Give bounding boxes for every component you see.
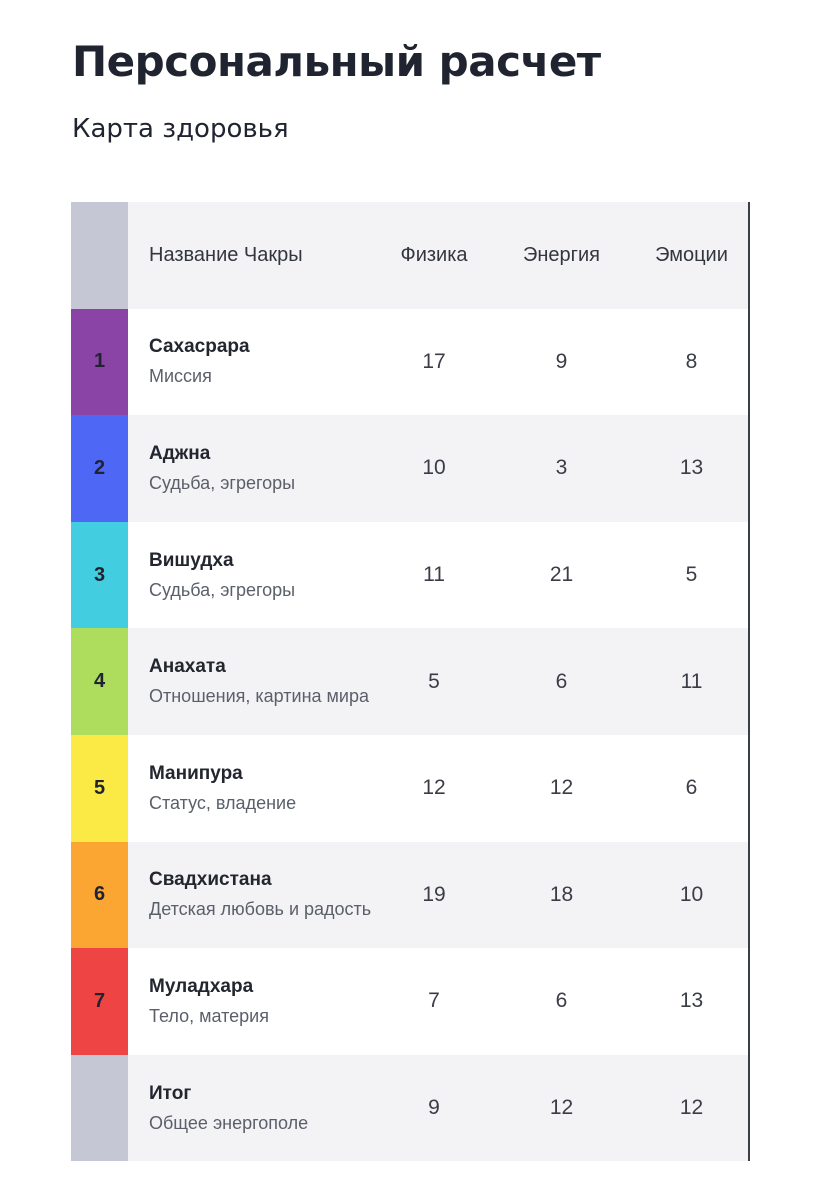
energy-value: 18 [549, 882, 574, 906]
chakra-name: Муладхара [149, 975, 254, 997]
energy-value: 6 [555, 669, 568, 693]
chakra-number-strip: 7 [71, 948, 128, 1055]
chakra-number-strip: 2 [71, 415, 128, 522]
chakra-name: Сахасрара [149, 336, 250, 358]
emotions-value: 10 [679, 882, 704, 906]
column-header-energy: Энергия [523, 243, 600, 266]
total-label: Итог [149, 1082, 192, 1104]
energy-value: 9 [555, 349, 568, 373]
chakra-name: Свадхистана [149, 869, 272, 891]
physics-value: 10 [422, 456, 446, 480]
emotions-value: 13 [679, 989, 704, 1013]
emotions-value: 6 [685, 776, 698, 800]
chakra-description: Отношения, картина мира [149, 686, 369, 707]
chakra-name: Манипура [149, 762, 243, 784]
physics-value: 19 [422, 882, 446, 906]
total-emotions-value: 12 [679, 1096, 704, 1120]
total-physics-value: 9 [428, 1096, 440, 1120]
physics-value: 7 [428, 989, 440, 1013]
page-title: Персональный расчет [72, 37, 601, 86]
chakra-number-strip: 4 [71, 628, 128, 735]
total-energy-value: 12 [549, 1096, 574, 1120]
chakra-number-strip: 5 [71, 734, 128, 842]
emotions-value: 8 [685, 349, 698, 373]
total-strip [71, 1054, 128, 1162]
table-total-row: Итог Общее энергополе 9 12 12 [71, 1054, 748, 1162]
chakra-table: Название Чакры Физика Энергия Эмоции 1 С… [71, 202, 750, 1162]
chakra-description: Тело, материя [149, 1005, 269, 1026]
chakra-description: Судьба, эгрегоры [149, 579, 296, 600]
physics-value: 11 [423, 563, 445, 587]
energy-value: 12 [549, 776, 574, 800]
table-row: 5 Манипура Статус, владение 12 12 6 [71, 734, 748, 842]
page-subtitle: Карта здоровья [72, 114, 289, 144]
chakra-name: Аджна [149, 442, 211, 464]
table-row: 2 Аджна Судьба, эгрегоры 10 3 13 [71, 415, 748, 522]
energy-value: 21 [549, 563, 574, 587]
table-row: 7 Муладхара Тело, материя 7 6 13 [71, 948, 748, 1055]
column-header-name: Название Чакры [149, 243, 303, 266]
chakra-name: Анахата [149, 656, 226, 678]
chakra-number-strip: 6 [71, 841, 128, 949]
chakra-description: Статус, владение [149, 792, 297, 813]
table-header-row: Название Чакры Физика Энергия Эмоции [71, 202, 748, 309]
emotions-value: 13 [679, 456, 704, 480]
table-row: 1 Сахасрара Миссия 17 9 8 [71, 308, 748, 416]
chakra-description: Судьба, эгрегоры [149, 472, 296, 493]
column-header-physics: Физика [400, 243, 468, 266]
emotions-value: 11 [680, 669, 703, 693]
energy-value: 3 [555, 456, 568, 480]
physics-value: 12 [422, 776, 446, 800]
energy-value: 6 [555, 989, 568, 1013]
header-strip [71, 202, 128, 309]
table-row: 6 Свадхистана Детская любовь и радость 19… [71, 841, 748, 949]
emotions-value: 5 [685, 563, 698, 587]
column-header-emotions: Эмоции [655, 243, 728, 266]
chakra-number-strip: 3 [71, 521, 128, 629]
table-row: 3 Вишудха Судьба, эгрегоры 11 21 5 [71, 521, 748, 629]
physics-value: 17 [422, 349, 446, 373]
total-description: Общее энергополе [149, 1112, 309, 1133]
chakra-description: Детская любовь и радость [149, 899, 372, 920]
chakra-name: Вишудха [149, 549, 234, 571]
chakra-description: Миссия [149, 366, 212, 387]
physics-value: 5 [428, 669, 440, 693]
chakra-number-strip: 1 [71, 308, 128, 416]
table-row: 4 Анахата Отношения, картина мира 5 6 11 [71, 628, 748, 735]
